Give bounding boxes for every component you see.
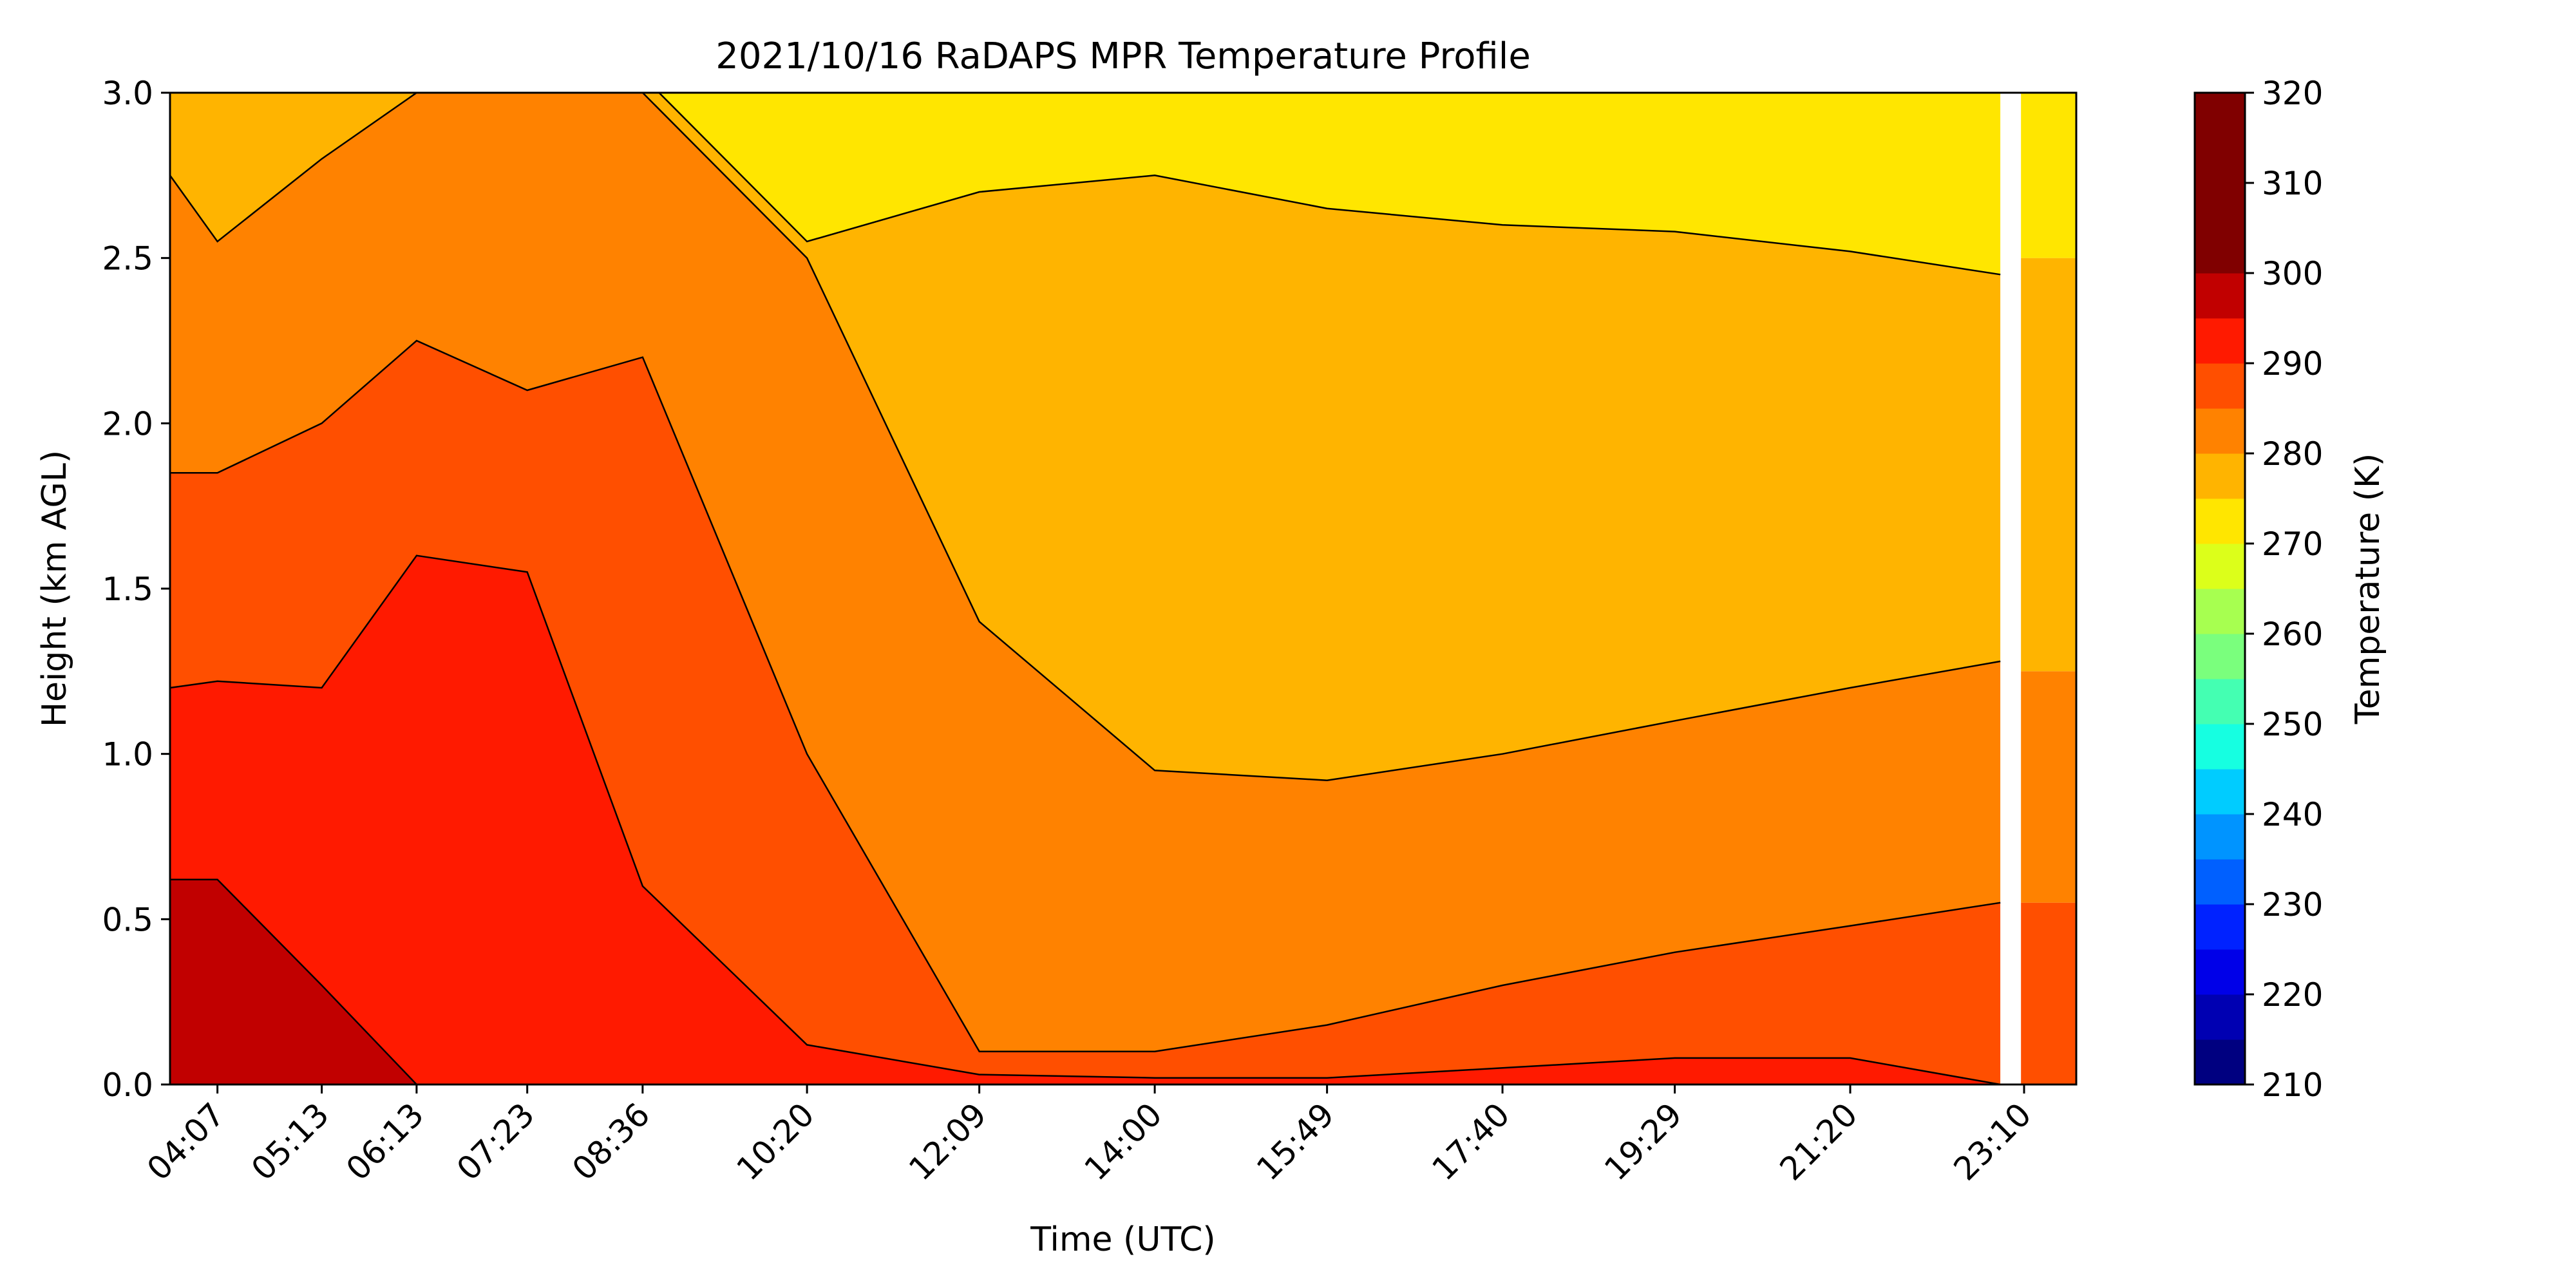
contour-band-297k — [170, 879, 2001, 1084]
colorbar-segment — [2195, 589, 2245, 634]
colorbar-segment — [2195, 544, 2245, 589]
data-gap — [2000, 93, 2022, 1084]
contour-band-277k — [170, 93, 2001, 781]
colorbar-tick-label: 240 — [2262, 796, 2323, 833]
colorbar-frame — [2193, 91, 2246, 1086]
contour-band-late-272k — [2021, 93, 2076, 258]
colorbar-segment — [2195, 408, 2245, 454]
isotherm-295k — [170, 878, 2001, 1084]
y-tick-label: 1.0 — [102, 736, 153, 773]
colorbar-segment — [2195, 228, 2245, 274]
colorbar-tick-label: 300 — [2262, 255, 2323, 292]
x-axis-label: Time (UTC) — [1030, 1220, 1215, 1259]
plot-area — [170, 93, 2076, 1084]
colorbar-tick-label: 280 — [2262, 435, 2323, 473]
isotherm-285k — [170, 339, 2001, 1052]
y-axis-label: Height (km AGL) — [35, 450, 74, 727]
colorbar-segment — [2195, 724, 2245, 770]
y-tick-label: 2.5 — [102, 240, 153, 278]
y-tick-label: 0.5 — [102, 901, 153, 938]
y-tick-label: 3.0 — [102, 75, 153, 112]
colorbar-segment — [2195, 453, 2245, 499]
colorbar-segment — [2195, 814, 2245, 860]
colorbar-tick-label: 210 — [2262, 1066, 2323, 1104]
colorbar-segment — [2195, 273, 2245, 319]
colorbar-tick-label: 290 — [2262, 345, 2323, 383]
y-tick-label: 2.0 — [102, 405, 153, 442]
colorbar-tick-label: 220 — [2262, 976, 2323, 1014]
colorbar-tick-label: 230 — [2262, 886, 2323, 923]
colorbar-label: Temperature (K) — [2349, 453, 2387, 725]
contour-lines — [170, 93, 2001, 1084]
isotherm-280k — [170, 93, 2001, 781]
colorbar: 210 220 230 240 250 260 270 280 290 300 310 320 — [2193, 75, 2323, 1104]
chart-title: 2021/10/16 RaDAPS MPR Temperature Profil… — [715, 35, 1531, 77]
colorbar-tick-label: 310 — [2262, 165, 2323, 202]
colorbar-segment — [2195, 318, 2245, 364]
colorbar-tick-label: 270 — [2262, 526, 2323, 563]
y-axis: 0.0 0.5 1.0 1.5 2.0 2.5 3.0 — [102, 75, 170, 1104]
contour-fill-bands — [170, 93, 2076, 1084]
y-tick-label: 1.5 — [102, 571, 153, 608]
colorbar-segment — [2195, 949, 2245, 995]
colorbar-segment — [2195, 994, 2245, 1040]
contour-band-292k — [170, 555, 2001, 1084]
colorbar-segment — [2195, 904, 2245, 950]
colorbar-segment — [2195, 859, 2245, 905]
isotherm-275k — [658, 93, 2001, 276]
colorbar-segment — [2195, 363, 2245, 409]
contour-band-late-277k — [2021, 258, 2076, 672]
contour-band-287k — [170, 341, 2001, 1084]
y-tick-label: 0.0 — [102, 1066, 153, 1104]
colorbar-tick-label: 250 — [2262, 706, 2323, 743]
contour-band-282k — [170, 93, 2001, 1052]
colorbar-tick-label: 260 — [2262, 616, 2323, 653]
colorbar-tick-label: 320 — [2262, 75, 2323, 112]
colorbar-segment — [2195, 1039, 2245, 1085]
contour-band-late-287k — [2021, 902, 2076, 1084]
colorbar-segment — [2195, 93, 2245, 138]
colorbar-segment — [2195, 634, 2245, 679]
colorbar-segment — [2195, 183, 2245, 229]
colorbar-segment — [2195, 498, 2245, 544]
isotherm-290k — [170, 554, 2001, 1084]
contour-band-272k — [659, 93, 2001, 275]
colorbar-segment — [2195, 679, 2245, 724]
contour-band-late-282k — [2021, 671, 2076, 903]
colorbar-segment — [2195, 138, 2245, 184]
colorbar-segment — [2195, 769, 2245, 815]
